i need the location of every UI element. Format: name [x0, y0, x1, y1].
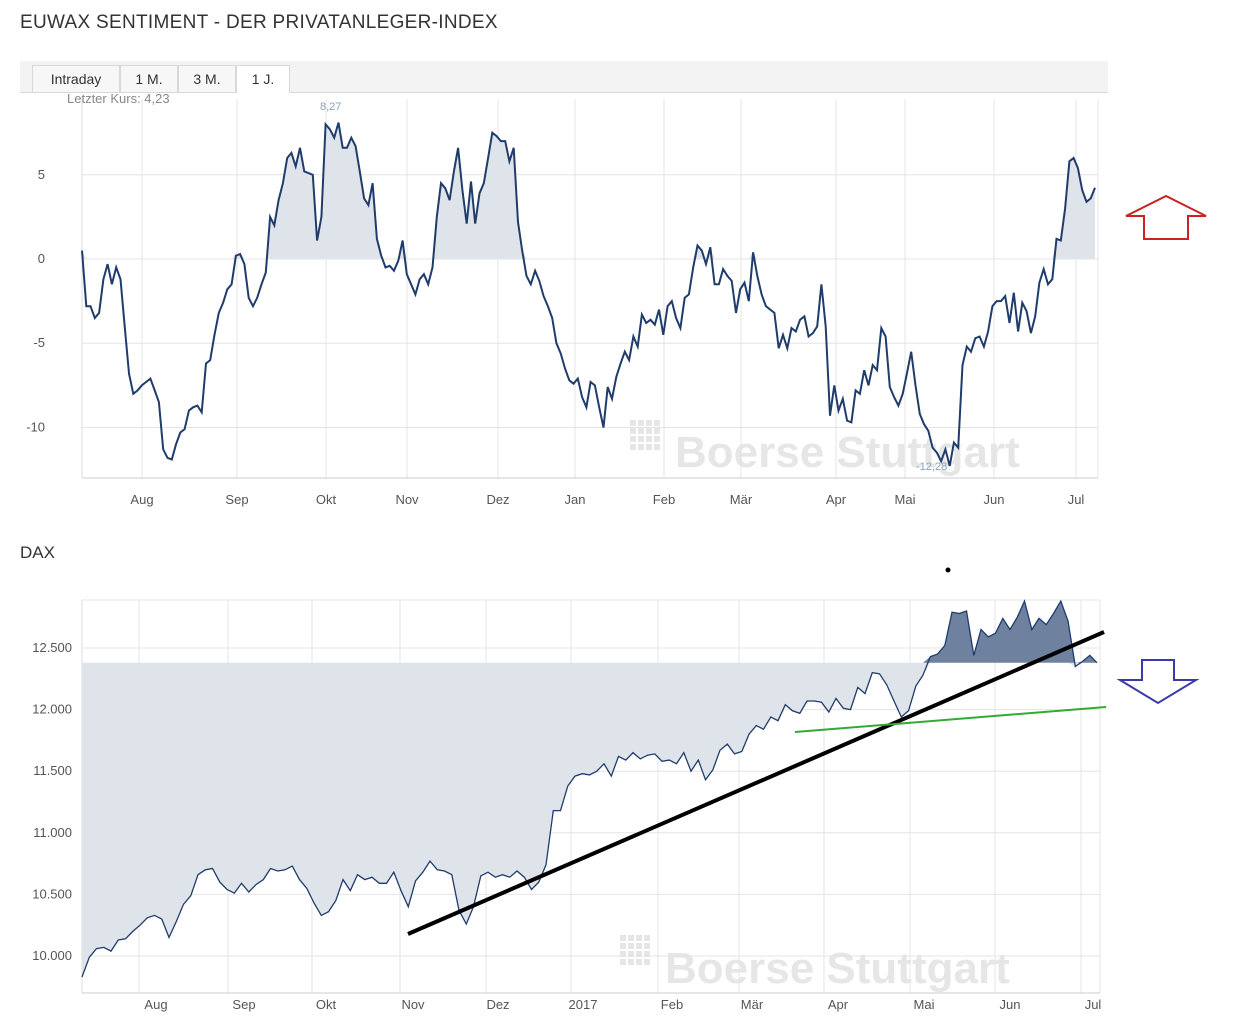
tab-3-months[interactable]: 3 M. [178, 65, 236, 92]
x-tick-label: Feb [653, 492, 675, 507]
x-tick-label: Apr [828, 997, 849, 1012]
sentiment-watermark: Boerse Stuttgart [630, 420, 1020, 477]
x-tick-label: Mai [914, 997, 935, 1012]
x-tick-label: 2017 [569, 997, 598, 1012]
y-tick-label: 10.000 [32, 948, 72, 963]
dax-area-below-baseline [82, 662, 1097, 977]
y-tick-label: 12.500 [32, 640, 72, 655]
x-tick-label: Apr [826, 492, 847, 507]
tab-1-month[interactable]: 1 M. [120, 65, 178, 92]
y-tick-label: 5 [38, 167, 45, 182]
y-tick-label: 0 [38, 251, 45, 266]
x-tick-label: Okt [316, 997, 337, 1012]
svg-text:Boerse Stuttgart: Boerse Stuttgart [675, 428, 1020, 477]
sentiment-area [82, 122, 1095, 259]
period-tabbar: Intraday 1 M. 3 M. 1 J. [20, 61, 1108, 93]
page-title: EUWAX SENTIMENT - DER PRIVATANLEGER-INDE… [20, 12, 498, 33]
x-tick-label: Sep [225, 492, 248, 507]
x-tick-label: Mai [895, 492, 916, 507]
x-tick-label: Mär [741, 997, 764, 1012]
max-value-label: 8,27 [320, 101, 341, 113]
tab-1-year[interactable]: 1 J. [236, 65, 290, 93]
dax-area-above-baseline [82, 601, 1097, 663]
x-tick-label: Aug [144, 997, 167, 1012]
dax-line [81, 599, 1098, 978]
dax-watermark: Boerse Stuttgart [620, 935, 1010, 993]
sentiment-line [81, 121, 1096, 467]
y-tick-label: 11.000 [33, 825, 72, 840]
y-tick-label: 11.500 [33, 763, 72, 778]
tab-intraday[interactable]: Intraday [32, 65, 120, 92]
x-tick-label: Jan [565, 492, 586, 507]
sentiment-chart: Boerse Stuttgart 5 0 -5 -10 Aug Sep Okt Nov Dez… [26, 91, 1207, 507]
last-price-label: Letzter Kurs: 4,23 [67, 91, 170, 106]
x-tick-label: Nov [401, 997, 425, 1012]
x-tick-label: Feb [661, 997, 683, 1012]
x-tick-label: Dez [486, 492, 509, 507]
min-value-label: -12,28 [916, 461, 947, 473]
x-tick-label: Jun [984, 492, 1005, 507]
x-tick-label: Okt [316, 492, 337, 507]
x-tick-label: Dez [486, 997, 509, 1012]
x-tick-label: Sep [232, 997, 255, 1012]
x-tick-label: Nov [395, 492, 419, 507]
x-tick-label: Jun [1000, 997, 1021, 1012]
down-arrow-icon [1116, 659, 1200, 705]
x-tick-label: Jul [1068, 492, 1085, 507]
long-term-trendline [407, 630, 1105, 936]
svg-text:Boerse Stuttgart: Boerse Stuttgart [665, 944, 1010, 993]
x-tick-label: Aug [130, 492, 153, 507]
stray-dot [945, 567, 951, 573]
y-tick-label: 10.500 [32, 886, 72, 901]
x-tick-label: Jul [1085, 997, 1102, 1012]
y-tick-label: -10 [26, 419, 45, 434]
x-tick-label: Mär [730, 492, 753, 507]
y-tick-label: -5 [33, 335, 45, 350]
up-arrow-icon [1125, 194, 1207, 240]
short-term-trendline [794, 706, 1107, 733]
dax-title: DAX [20, 543, 55, 562]
y-tick-label: 12.000 [32, 702, 72, 717]
